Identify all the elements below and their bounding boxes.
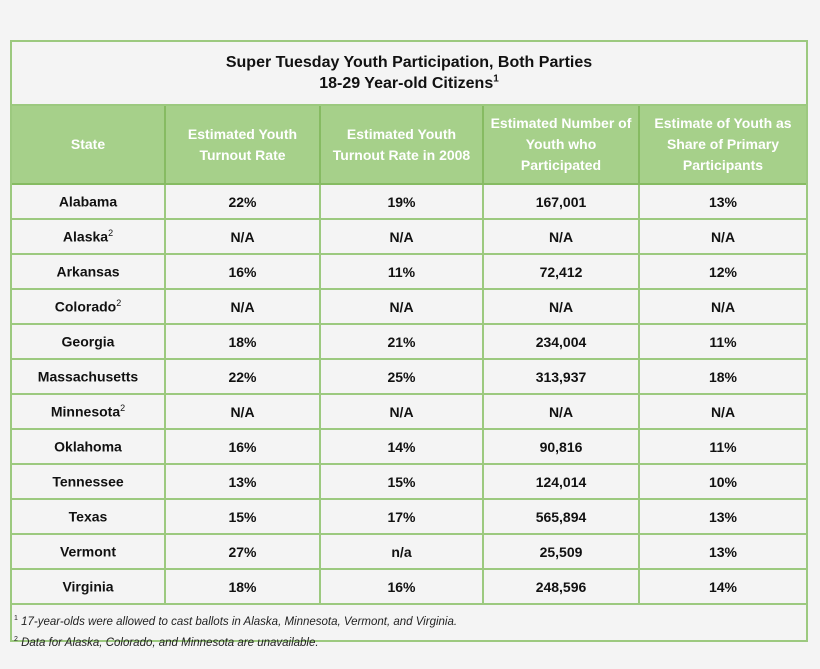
cell-number: 124,014 [483, 464, 640, 500]
table-row: Georgia 18% 21% 234,004 11% [12, 324, 806, 360]
cell-turnout-2008: 15% [320, 464, 484, 500]
cell-state: Arkansas [12, 254, 166, 290]
cell-share: 13% [639, 184, 806, 220]
cell-state: Tennessee [12, 464, 166, 500]
cell-state: Alaska2 [12, 219, 166, 255]
cell-number: N/A [483, 289, 640, 325]
cell-turnout: N/A [165, 394, 321, 430]
table-row: Colorado2 N/A N/A N/A N/A [12, 289, 806, 325]
cell-turnout-2008: n/a [320, 534, 484, 570]
cell-turnout-2008: N/A [320, 394, 484, 430]
col-header-number: Estimated Number of Youth who Participat… [483, 106, 640, 185]
cell-turnout: 18% [165, 324, 321, 360]
header-row: State Estimated Youth Turnout Rate Estim… [12, 106, 806, 185]
cell-share: N/A [639, 289, 806, 325]
cell-share: 13% [639, 499, 806, 535]
footnote-ref: 2 [116, 298, 122, 309]
col-header-turnout-2008: Estimated Youth Turnout Rate in 2008 [320, 106, 484, 185]
cell-turnout-2008: 25% [320, 359, 484, 395]
cell-turnout: 22% [165, 184, 321, 220]
cell-number: 565,894 [483, 499, 640, 535]
cell-turnout-2008: 14% [320, 429, 484, 465]
col-header-state: State [12, 106, 166, 185]
footnote-ref: 2 [120, 403, 126, 414]
col-header-turnout: Estimated Youth Turnout Rate [165, 106, 321, 185]
cell-number: 72,412 [483, 254, 640, 290]
cell-share: 10% [639, 464, 806, 500]
cell-share: 13% [639, 534, 806, 570]
cell-turnout: 16% [165, 254, 321, 290]
footnote-2: 2 Data for Alaska, Colorado, and Minneso… [14, 635, 319, 649]
footnote-ref: 1 [493, 73, 499, 85]
cell-state: Virginia [12, 569, 166, 605]
title-line-2: 18-29 Year-old Citizens1 [319, 73, 499, 92]
cell-share: 18% [639, 359, 806, 395]
table-row: Alabama 22% 19% 167,001 13% [12, 184, 806, 220]
cell-turnout-2008: N/A [320, 219, 484, 255]
cell-state: Massachusetts [12, 359, 166, 395]
cell-number: 167,001 [483, 184, 640, 220]
cell-turnout: N/A [165, 219, 321, 255]
footnote-1: 1 17-year-olds were allowed to cast ball… [14, 615, 458, 628]
cell-turnout-2008: 11% [320, 254, 484, 290]
cell-share: N/A [639, 219, 806, 255]
table-row: Oklahoma 16% 14% 90,816 11% [12, 429, 806, 465]
cell-number: 25,509 [483, 534, 640, 570]
table-row: Tennessee 13% 15% 124,014 10% [12, 464, 806, 500]
table-title: Super Tuesday Youth Participation, Both … [12, 42, 806, 106]
cell-number: N/A [483, 394, 640, 430]
cell-share: 11% [639, 429, 806, 465]
cell-turnout-2008: 17% [320, 499, 484, 535]
participation-table: State Estimated Youth Turnout Rate Estim… [12, 106, 806, 605]
cell-turnout: 16% [165, 429, 321, 465]
cell-turnout: N/A [165, 289, 321, 325]
cell-state: Alabama [12, 184, 166, 220]
cell-state: Georgia [12, 324, 166, 360]
table-frame: Super Tuesday Youth Participation, Both … [10, 40, 808, 649]
cell-turnout: 22% [165, 359, 321, 395]
cell-state: Vermont [12, 534, 166, 570]
title-line-1: Super Tuesday Youth Participation, Both … [225, 54, 593, 71]
cell-turnout: 18% [165, 569, 321, 605]
cell-turnout-2008: 19% [320, 184, 484, 220]
cell-turnout-2008: 21% [320, 324, 484, 360]
cell-share: 12% [639, 254, 806, 290]
table-row: Vermont 27% n/a 25,509 13% [12, 534, 806, 570]
cell-share: 11% [639, 324, 806, 360]
cell-number: 313,937 [483, 359, 640, 395]
cell-turnout: 13% [165, 464, 321, 500]
table-row: Arkansas 16% 11% 72,412 12% [12, 254, 806, 290]
table-row: Virginia 18% 16% 248,596 14% [12, 569, 806, 605]
cell-turnout: 15% [165, 499, 321, 535]
col-header-share: Estimate of Youth as Share of Primary Pa… [639, 106, 806, 185]
table-row: Massachusetts 22% 25% 313,937 18% [12, 359, 806, 395]
cell-share: N/A [639, 394, 806, 430]
footnotes: 1 17-year-olds were allowed to cast ball… [12, 605, 806, 652]
table-row: Alaska2 N/A N/A N/A N/A [12, 219, 806, 255]
cell-number: 248,596 [483, 569, 640, 605]
table-row: Texas 15% 17% 565,894 13% [12, 499, 806, 535]
cell-state: Minnesota2 [12, 394, 166, 430]
cell-state: Texas [12, 499, 166, 535]
cell-number: 234,004 [483, 324, 640, 360]
cell-number: 90,816 [483, 429, 640, 465]
cell-state: Colorado2 [12, 289, 166, 325]
cell-share: 14% [639, 569, 806, 605]
cell-state: Oklahoma [12, 429, 166, 465]
table-row: Minnesota2 N/A N/A N/A N/A [12, 394, 806, 430]
cell-turnout-2008: N/A [320, 289, 484, 325]
footnote-ref: 2 [108, 228, 114, 239]
cell-turnout: 27% [165, 534, 321, 570]
cell-number: N/A [483, 219, 640, 255]
cell-turnout-2008: 16% [320, 569, 484, 605]
